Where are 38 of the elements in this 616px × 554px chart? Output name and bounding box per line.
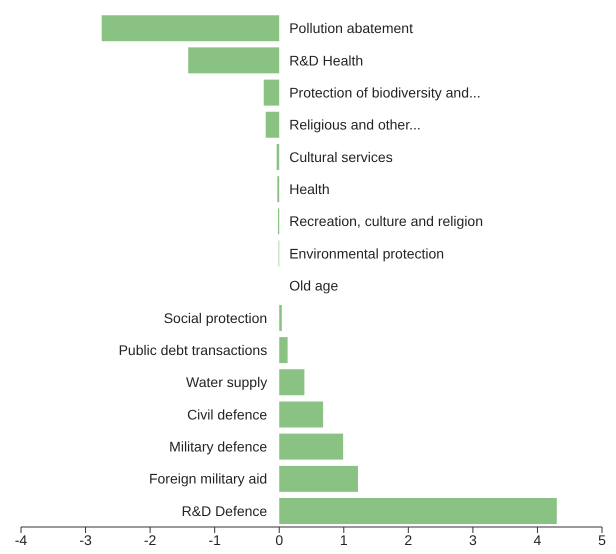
y-tick-label: Foreign military aid [148, 470, 268, 487]
y-tick-label: Protection of biodiversity and... [289, 84, 481, 100]
bar [276, 144, 280, 170]
x-tick-label: 3 [468, 532, 477, 548]
bar [264, 80, 280, 106]
x-tick-label: 5 [598, 532, 606, 548]
bar [279, 304, 282, 331]
y-tick-label: Environmental protection [289, 245, 444, 262]
x-tick-label: 1 [340, 532, 348, 548]
bar [279, 466, 358, 492]
x-tick-label: -1 [208, 532, 222, 548]
x-tick-label: 2 [404, 532, 412, 548]
x-tick-label: 4 [534, 532, 542, 548]
x-tick-label: -4 [14, 532, 28, 548]
y-tick-label: Cultural services [289, 148, 393, 165]
y-tick-label: Pollution abatement [289, 20, 414, 36]
bar [279, 369, 304, 396]
bar [188, 47, 280, 74]
y-tick-label: Social protection [164, 310, 268, 326]
bar [266, 112, 280, 138]
y-tick-label: Public debt transactions [118, 342, 268, 358]
bar [279, 434, 344, 460]
y-tick-label: Health [289, 181, 330, 198]
y-tick-label: Civil defence [187, 406, 268, 422]
y-tick-label: R&D Health [289, 52, 364, 68]
y-tick-label: Religious and other... [289, 116, 421, 133]
bar [279, 498, 557, 524]
x-tick-label: -2 [144, 532, 157, 548]
bar [279, 337, 288, 364]
bar [102, 15, 280, 42]
y-tick-label: Military defence [169, 438, 268, 455]
x-tick-label: -3 [79, 532, 92, 548]
y-tick-label: R&D Defence [182, 502, 268, 519]
bar [279, 401, 324, 428]
y-tick-label: Water supply [186, 374, 268, 390]
y-tick-label: Recreation, culture and religion [289, 213, 484, 230]
x-tick-label: 0 [275, 532, 284, 548]
y-tick-label: Old age [289, 278, 338, 294]
